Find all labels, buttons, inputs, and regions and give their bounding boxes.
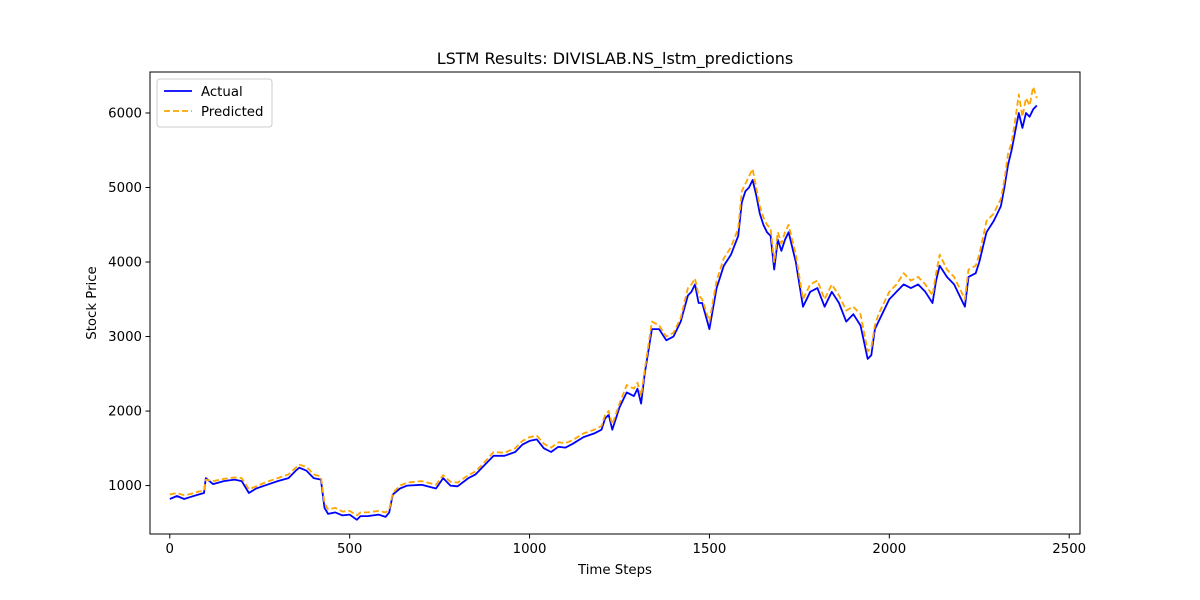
y-tick-label: 4000	[108, 256, 142, 271]
y-axis-ticks: 1000 2000 3000 4000 5000 6000	[108, 106, 150, 494]
chart-title: LSTM Results: DIVISLAB.NS_lstm_predictio…	[437, 49, 794, 69]
y-tick-label: 3000	[108, 330, 142, 345]
x-axis-label: Time Steps	[577, 563, 652, 578]
x-axis-ticks: 0 500 1000 1500 2000 2500	[166, 534, 1086, 557]
y-tick-label: 6000	[108, 106, 142, 121]
x-tick-label: 2500	[1052, 542, 1086, 557]
x-tick-label: 0	[166, 542, 174, 557]
x-tick-label: 1500	[693, 542, 727, 557]
legend-label-actual: Actual	[201, 85, 243, 100]
y-tick-label: 2000	[108, 405, 142, 420]
plot-frame	[149, 71, 1081, 535]
x-tick-label: 500	[337, 542, 362, 557]
y-tick-label: 5000	[108, 181, 142, 196]
y-axis-label: Stock Price	[85, 266, 100, 339]
legend-label-predicted: Predicted	[201, 105, 263, 120]
plot-lines	[169, 86, 1038, 521]
legend: Actual Predicted	[156, 78, 273, 128]
x-tick-label: 2000	[872, 542, 906, 557]
series-line-actual	[169, 104, 1038, 521]
x-tick-label: 1000	[513, 542, 547, 557]
series-line-predicted	[169, 86, 1038, 517]
y-tick-label: 1000	[108, 479, 142, 494]
